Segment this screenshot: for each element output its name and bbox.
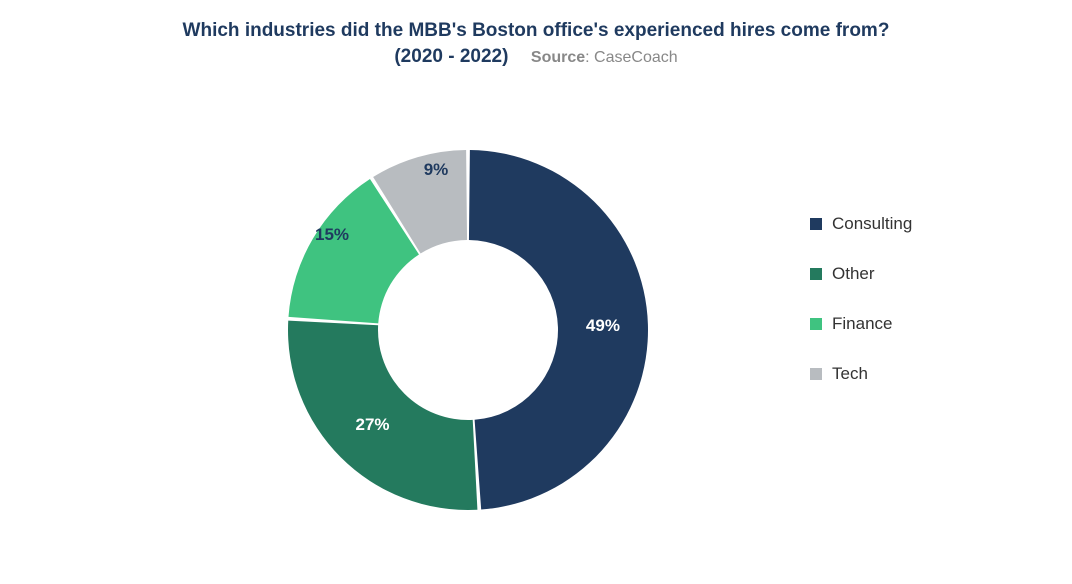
legend: Consulting Other Finance Tech xyxy=(810,215,1010,415)
source-label: Source xyxy=(531,49,585,66)
slice-label-tech: 9% xyxy=(424,160,449,180)
legend-item-consulting: Consulting xyxy=(810,215,912,232)
legend-swatch xyxy=(810,368,822,380)
slice-label-consulting: 49% xyxy=(586,316,620,336)
legend-label: Finance xyxy=(832,314,892,334)
legend-swatch xyxy=(810,318,822,330)
legend-swatch xyxy=(810,268,822,280)
chart-subtitle-row: (2020 - 2022) Source: CaseCoach xyxy=(0,46,1072,68)
slice-label-other: 27% xyxy=(356,415,390,435)
legend-label: Tech xyxy=(832,364,868,384)
slice-label-finance: 15% xyxy=(315,225,349,245)
legend-label: Other xyxy=(832,264,875,284)
legend-label: Consulting xyxy=(832,214,912,234)
chart-container: Which industries did the MBB's Boston of… xyxy=(0,0,1072,584)
title-block: Which industries did the MBB's Boston of… xyxy=(0,20,1072,68)
legend-item-finance: Finance xyxy=(810,315,892,332)
legend-item-other: Other xyxy=(810,265,875,282)
chart-years: (2020 - 2022) xyxy=(394,46,508,67)
legend-item-tech: Tech xyxy=(810,365,868,382)
chart-title: Which industries did the MBB's Boston of… xyxy=(0,20,1072,42)
donut-slice-consulting xyxy=(469,150,648,510)
legend-swatch xyxy=(810,218,822,230)
source-name: : CaseCoach xyxy=(585,49,678,66)
